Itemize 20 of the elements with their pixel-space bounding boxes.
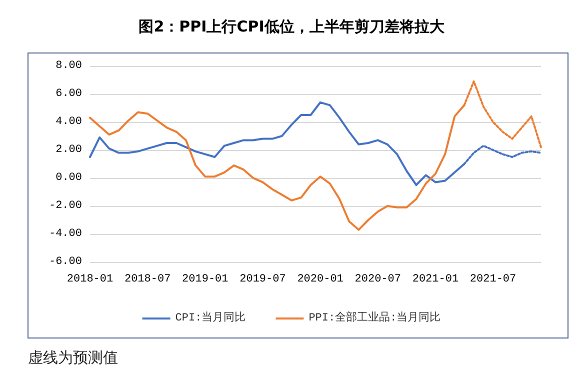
legend-label: PPI:全部工业品:当月同比 [308, 310, 441, 324]
y-tick-label: 0.00 [56, 172, 82, 184]
legend-label: CPI:当月同比 [175, 310, 246, 324]
y-tick-label: -6.00 [48, 256, 82, 268]
y-tick-label: 2.00 [56, 144, 82, 156]
x-tick-label: 2018-01 [66, 274, 114, 286]
x-tick-label: 2018-07 [124, 274, 171, 286]
y-tick-label: 4.00 [56, 116, 82, 128]
x-tick-label: 2021-07 [470, 274, 516, 286]
x-tick-label: 2019-07 [240, 274, 286, 286]
y-tick-label: -4.00 [48, 228, 82, 240]
chart-title: 图2：PPI上行CPI低位，上半年剪刀差将拉大 [138, 18, 446, 36]
x-tick-label: 2020-01 [297, 274, 344, 286]
x-tick-label: 2020-07 [354, 274, 401, 286]
x-tick-label: 2021-01 [412, 274, 459, 286]
y-tick-label: -2.00 [48, 200, 82, 212]
y-tick-label: 8.00 [56, 60, 82, 72]
y-tick-label: 6.00 [56, 88, 82, 100]
x-tick-label: 2019-01 [182, 274, 229, 286]
text: 虚线为预测值 [28, 348, 118, 366]
